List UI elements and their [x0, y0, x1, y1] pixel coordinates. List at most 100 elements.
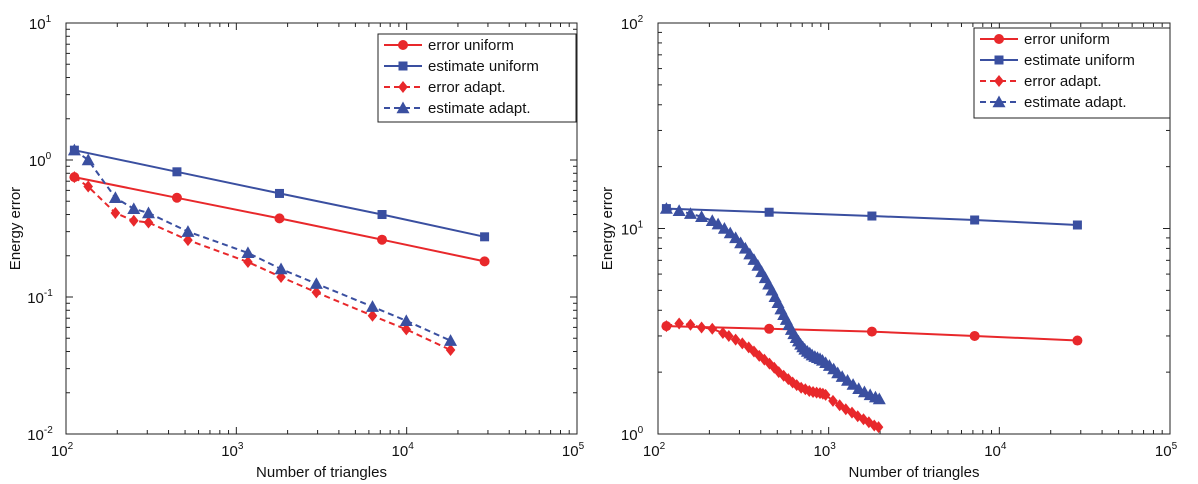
x-axis-label: Number of triangles — [849, 464, 980, 481]
legend-label: estimate adapt. — [428, 100, 531, 117]
data-point — [479, 256, 490, 267]
legend-marker — [994, 34, 1004, 44]
y-tick-label: 10-1 — [27, 288, 53, 307]
y-tick-label: 101 — [29, 14, 52, 33]
data-point — [83, 180, 94, 193]
data-point — [311, 286, 322, 299]
data-point — [796, 381, 806, 394]
data-point — [866, 326, 877, 337]
data-point — [672, 204, 686, 216]
data-point — [309, 277, 323, 289]
data-point — [778, 369, 789, 382]
x-tick-label: 102 — [51, 441, 74, 460]
y-axis-label: Energy error — [599, 187, 616, 270]
legend-label: error uniform — [428, 37, 514, 54]
data-point — [970, 215, 980, 225]
series-error-adapt — [69, 171, 456, 357]
y-tick-label: 101 — [621, 220, 644, 239]
data-point — [867, 211, 877, 221]
x-tick-label: 103 — [221, 441, 244, 460]
data-point — [67, 143, 81, 156]
legend-marker — [398, 61, 408, 71]
legend-marker — [396, 101, 410, 114]
series-estimate-adapt — [67, 143, 458, 346]
data-point — [171, 192, 182, 203]
data-point — [110, 207, 121, 220]
data-point — [764, 207, 774, 217]
legend: error uniform estimate uniform error adapt… — [377, 33, 577, 123]
data-point — [969, 330, 980, 341]
y-tick-label: 100 — [621, 425, 644, 444]
x-axis-label: Number of triangles — [256, 464, 387, 481]
data-point — [820, 388, 831, 401]
data-point — [108, 191, 122, 203]
legend-label: estimate uniform — [1024, 52, 1135, 69]
legend-label: error adapt. — [1024, 73, 1102, 90]
data-point — [444, 334, 458, 346]
data-point — [872, 392, 886, 405]
x-tick-label: 104 — [984, 441, 1007, 460]
data-point — [183, 234, 193, 247]
data-point — [834, 399, 845, 412]
data-point — [172, 167, 182, 177]
data-point — [696, 321, 707, 334]
series-estimate-adapt — [659, 202, 886, 405]
legend-marker — [994, 55, 1004, 65]
series-error-uniform — [661, 321, 1083, 346]
series-line — [73, 176, 452, 351]
data-point — [377, 210, 387, 220]
data-point — [399, 314, 413, 327]
data-point — [1072, 220, 1082, 230]
legend: error uniform estimate uniform error adapt… — [973, 27, 1171, 119]
data-point — [181, 225, 195, 237]
data-point — [69, 171, 80, 184]
data-point — [143, 216, 154, 229]
data-point — [377, 234, 388, 245]
ticks — [65, 23, 578, 435]
data-point — [707, 322, 718, 335]
x-tick-label: 103 — [814, 441, 837, 460]
legend-box — [973, 27, 1171, 119]
data-point — [724, 329, 734, 342]
series-estimate-uniform — [69, 145, 490, 242]
y-axis-label: Energy error — [7, 187, 24, 270]
data-point — [241, 246, 255, 259]
left-chart: 102 103 104 105 10-2 10-1 100 101 Number of tria… — [7, 14, 585, 481]
data-point — [685, 318, 696, 331]
data-point — [695, 210, 709, 223]
legend-box — [377, 33, 577, 123]
data-point — [401, 323, 412, 336]
data-point — [764, 323, 775, 334]
data-point — [274, 188, 284, 198]
right-chart: 102 103 104 105 100 101 102 Number of triangles… — [599, 14, 1178, 481]
data-point — [717, 222, 731, 234]
data-point — [828, 394, 838, 407]
data-point — [661, 320, 672, 333]
data-point — [81, 153, 95, 166]
legend-marker — [398, 40, 408, 50]
data-point — [141, 206, 155, 219]
data-point — [1072, 335, 1083, 346]
data-point — [480, 232, 490, 242]
legend-label: error adapt. — [428, 79, 506, 96]
legend-label: estimate adapt. — [1024, 94, 1127, 111]
data-point — [873, 421, 884, 434]
series-line — [73, 149, 452, 342]
data-point — [659, 202, 673, 214]
x-tick-label: 102 — [643, 441, 666, 460]
legend-label: error uniform — [1024, 31, 1110, 48]
data-point — [365, 300, 379, 312]
legend-label: estimate uniform — [428, 58, 539, 75]
data-point — [367, 309, 378, 322]
series-error-adapt — [661, 317, 884, 434]
data-point — [274, 213, 285, 224]
data-point — [864, 416, 874, 429]
legend-marker — [398, 81, 408, 93]
data-point — [128, 214, 139, 227]
legend-marker — [992, 95, 1006, 108]
y-tick-label: 10-2 — [27, 425, 53, 444]
x-tick-label: 105 — [1155, 441, 1178, 460]
x-tick-label: 105 — [562, 441, 585, 460]
data-point — [730, 333, 741, 346]
